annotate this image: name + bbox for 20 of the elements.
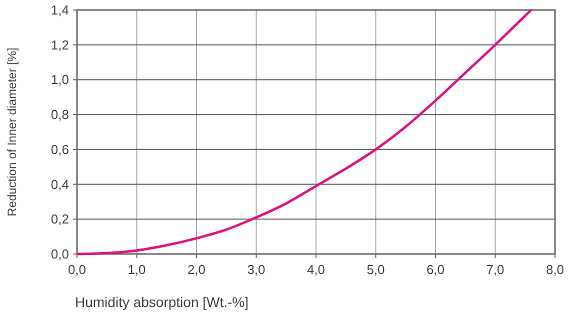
x-tick-label: 1,0 [128, 262, 146, 277]
x-tick-label: 3,0 [247, 262, 266, 277]
y-tick-label: 0,0 [50, 246, 69, 262]
x-tick-label: 2,0 [187, 262, 206, 277]
x-tick-label: 7,0 [486, 262, 504, 277]
x-axis-title: Humidity absorption [Wt.-%] [75, 294, 248, 310]
x-tick-label: 6,0 [426, 262, 445, 277]
y-tick-label: 0,4 [50, 176, 69, 192]
y-tick-label: 1,4 [50, 2, 69, 18]
y-tick-label: 1,0 [50, 72, 69, 88]
y-tick-label: 0,8 [50, 107, 69, 122]
x-tick-label: 4,0 [306, 262, 326, 277]
x-tick-label: 0,0 [68, 262, 86, 277]
line-series [76, 8, 532, 256]
x-tick-label: 8,0 [546, 262, 564, 277]
y-tick-label: 0,2 [50, 212, 69, 227]
y-tick-label: 0,6 [50, 142, 69, 157]
x-tick-label: 5,0 [366, 262, 385, 277]
y-axis-title: Reduction of Inner diameter [%] [5, 48, 19, 216]
y-tick-label: 1,2 [50, 37, 69, 52]
